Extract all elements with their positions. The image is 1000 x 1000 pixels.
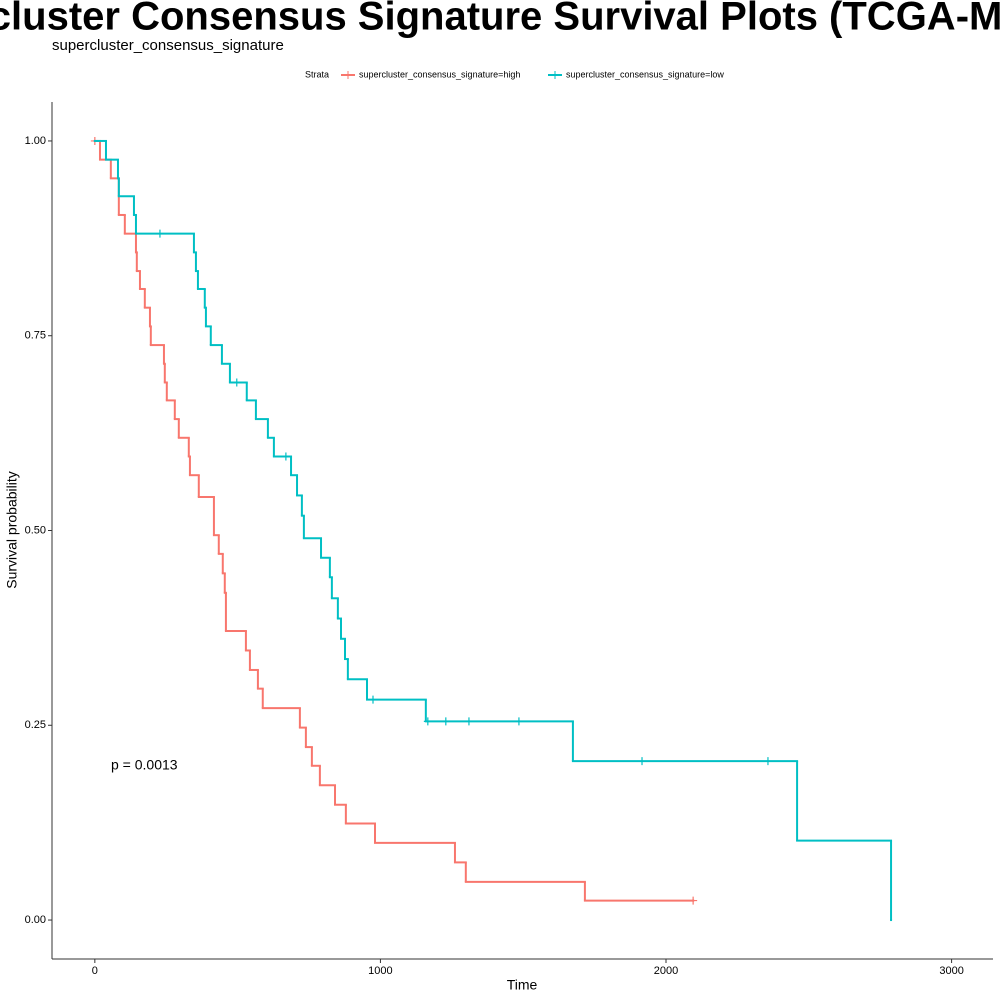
y-tick-label: 0.75 [25, 330, 46, 342]
chart-title: supercluster Consensus Signature Surviva… [0, 0, 1000, 39]
censor-mark [368, 695, 377, 704]
y-tick-label: 0.25 [25, 719, 46, 731]
censor-mark [638, 757, 647, 766]
censor-mark [441, 717, 450, 726]
x-axis-label: Time [507, 977, 538, 993]
censor-mark [281, 452, 290, 461]
y-tick-label: 1.00 [25, 135, 46, 147]
x-tick-label: 2000 [654, 965, 678, 977]
x-tick-label: 1000 [368, 965, 392, 977]
p-value: p = 0.0013 [111, 757, 178, 773]
y-tick-label: 0.00 [25, 914, 46, 926]
censor-mark [514, 717, 523, 726]
censor-mark [232, 378, 241, 387]
legend-label: supercluster_consensus_signature=high [359, 69, 520, 79]
legend-label: supercluster_consensus_signature=low [566, 69, 724, 79]
x-tick-label: 3000 [939, 965, 963, 977]
legend-title: Strata [305, 69, 329, 79]
y-tick-label: 0.50 [25, 524, 46, 536]
censor-mark [155, 229, 164, 238]
chart-subtitle: supercluster_consensus_signature [52, 37, 284, 54]
x-tick-label: 0 [92, 965, 98, 977]
censor-mark [464, 717, 473, 726]
censor-mark [763, 757, 772, 766]
y-axis-label: Survival probability [4, 471, 20, 589]
censor-mark [423, 717, 432, 726]
censor-mark [689, 896, 698, 905]
